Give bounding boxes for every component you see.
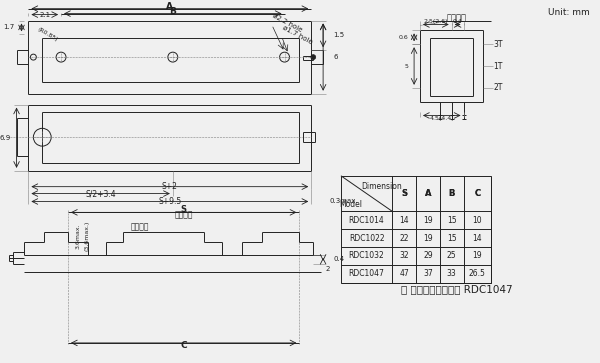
Text: 3.6max.: 3.6max.: [76, 223, 81, 249]
Text: 5: 5: [404, 64, 408, 69]
Text: (3.6max.): (3.6max.): [85, 221, 90, 251]
Text: RDC1032: RDC1032: [349, 252, 385, 260]
Text: 22: 22: [400, 233, 409, 242]
Text: 14: 14: [400, 216, 409, 225]
Text: A: A: [425, 189, 431, 198]
Text: S: S: [401, 189, 407, 198]
Text: 3T: 3T: [493, 40, 503, 49]
Text: （行程）: （行程）: [175, 211, 193, 220]
Text: B: B: [448, 189, 455, 198]
Text: Dimension: Dimension: [361, 182, 402, 191]
Text: 14: 14: [473, 233, 482, 242]
Text: S: S: [181, 205, 187, 214]
Text: B: B: [448, 189, 455, 198]
Text: 0.4: 0.4: [333, 256, 344, 262]
Text: S/2+3.4: S/2+3.4: [85, 189, 116, 198]
Text: 6.9: 6.9: [0, 135, 11, 141]
Text: 1T: 1T: [493, 61, 503, 70]
Text: 10: 10: [473, 216, 482, 225]
Text: 33: 33: [447, 269, 457, 278]
Text: RDC1022: RDC1022: [349, 233, 385, 242]
Text: S: S: [401, 189, 407, 198]
Text: C: C: [475, 189, 481, 198]
Text: 1.5: 1.5: [333, 32, 344, 38]
Text: 2.5(2.6): 2.5(2.6): [424, 19, 448, 24]
Text: 端子编号: 端子编号: [446, 13, 467, 22]
Text: RDC1047: RDC1047: [349, 269, 385, 278]
Text: 4.5(4.4): 4.5(4.4): [430, 116, 454, 121]
Text: 2.1: 2.1: [39, 12, 50, 17]
Text: C: C: [181, 341, 187, 350]
Text: ø1.7 hole: ø1.7 hole: [281, 24, 313, 45]
Text: 32: 32: [400, 252, 409, 260]
Text: S+9.5: S+9.5: [158, 197, 181, 206]
Text: 15: 15: [447, 233, 457, 242]
Text: 捍缝高度: 捍缝高度: [131, 223, 149, 232]
Text: 26.5: 26.5: [469, 269, 486, 278]
Text: 47: 47: [400, 269, 409, 278]
Text: 29: 29: [423, 252, 433, 260]
Text: S+2: S+2: [162, 182, 178, 191]
Text: Model: Model: [340, 200, 362, 209]
Text: 0.3max.: 0.3max.: [329, 199, 358, 204]
Text: Unit: mm: Unit: mm: [548, 8, 590, 17]
Text: 15: 15: [447, 216, 457, 225]
Text: A: A: [166, 2, 173, 11]
Circle shape: [311, 55, 316, 60]
Text: 2T: 2T: [493, 83, 503, 92]
Text: 37: 37: [423, 269, 433, 278]
Text: 19: 19: [423, 216, 433, 225]
Text: RDC1014: RDC1014: [349, 216, 385, 225]
Text: (R0.85): (R0.85): [37, 26, 58, 42]
Text: B: B: [169, 7, 176, 16]
Text: 2: 2: [325, 266, 329, 272]
Text: 0.6: 0.6: [398, 35, 408, 40]
Text: （ ）内尺寸只适用于 RDC1047: （ ）内尺寸只适用于 RDC1047: [401, 285, 512, 294]
Text: ø2.2 hole: ø2.2 hole: [272, 12, 303, 33]
Text: C: C: [475, 189, 481, 198]
Text: 25: 25: [447, 252, 457, 260]
Text: A: A: [425, 189, 431, 198]
Text: 19: 19: [473, 252, 482, 260]
Text: 1.7: 1.7: [4, 24, 14, 30]
Text: 19: 19: [423, 233, 433, 242]
Text: 0.4: 0.4: [452, 19, 463, 24]
Text: 6: 6: [333, 54, 338, 60]
